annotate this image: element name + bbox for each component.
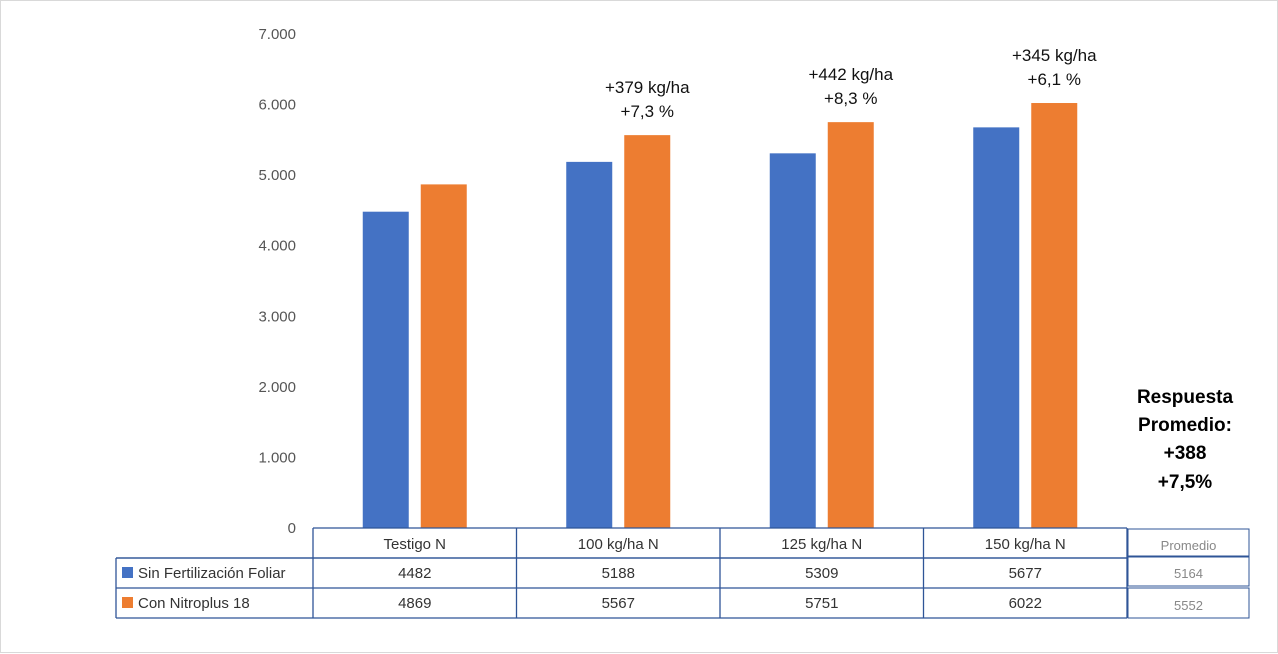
legend-swatch-1 (122, 597, 133, 608)
y-tick-label-4: 4.000 (258, 238, 296, 255)
average-value-0: 5164 (1174, 566, 1203, 581)
bar-sin-fertilizacion-3 (973, 127, 1020, 528)
category-label-2: 125 kg/ha N (781, 536, 862, 553)
y-tick-label-3: 3.000 (258, 308, 296, 325)
y-tick-label-2: 2.000 (258, 379, 296, 396)
annotation-1-line-0: +442 kg/ha (808, 65, 893, 84)
response-note-line-1: Promedio: (1138, 415, 1232, 436)
y-tick-label-5: 5.000 (258, 167, 296, 184)
table-value-1-0: 4869 (398, 595, 431, 612)
legend-swatch-0 (122, 567, 133, 578)
legend-label-1: Con Nitroplus 18 (138, 595, 250, 612)
table-value-1-3: 6022 (1009, 595, 1042, 612)
bar-con-nitroplus-1 (624, 135, 671, 529)
table-value-1-1: 5567 (602, 595, 635, 612)
average-header-box (1127, 528, 1250, 558)
bar-con-nitroplus-3 (1031, 103, 1078, 528)
response-note-line-3: +7,5% (1158, 472, 1213, 493)
table-value-1-2: 5751 (805, 595, 838, 612)
bar-con-nitroplus-2 (827, 122, 874, 529)
y-tick-label-6: 6.000 (258, 97, 296, 114)
table-value-0-0: 4482 (398, 565, 431, 582)
average-value-box-1 (1127, 587, 1250, 619)
bar-sin-fertilizacion-0 (362, 211, 409, 528)
table-value-0-3: 5677 (1009, 565, 1042, 582)
bar-sin-fertilizacion-1 (566, 161, 613, 528)
table-value-0-2: 5309 (805, 565, 838, 582)
legend-label-0: Sin Fertilización Foliar (138, 565, 286, 582)
category-label-1: 100 kg/ha N (578, 536, 659, 553)
average-header-label: Promedio (1161, 538, 1217, 553)
average-value-box-0 (1127, 555, 1250, 587)
annotation-0-line-1: +7,3 % (621, 102, 674, 121)
bar-sin-fertilizacion-2 (769, 153, 816, 528)
annotation-1-line-1: +8,3 % (824, 89, 877, 108)
category-label-0: Testigo N (383, 536, 446, 553)
y-tick-label-0: 0 (288, 520, 296, 537)
average-value-1: 5552 (1174, 598, 1203, 613)
annotation-0-line-0: +379 kg/ha (605, 78, 690, 97)
y-tick-label-7: 7.000 (258, 26, 296, 43)
y-tick-label-1: 1.000 (258, 449, 296, 466)
annotation-2-line-1: +6,1 % (1028, 70, 1081, 89)
annotation-2-line-0: +345 kg/ha (1012, 46, 1097, 65)
response-note-line-0: Respuesta (1137, 387, 1234, 408)
category-label-3: 150 kg/ha N (985, 536, 1066, 553)
bar-con-nitroplus-0 (420, 184, 467, 529)
table-value-0-1: 5188 (602, 565, 635, 582)
response-note-line-2: +388 (1164, 443, 1207, 464)
